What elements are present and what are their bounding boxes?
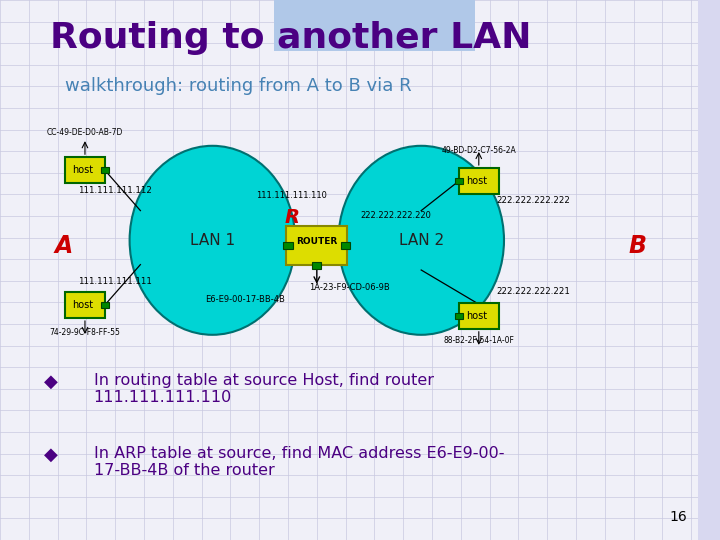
Text: 111.111.111.110: 111.111.111.110: [256, 191, 327, 200]
FancyBboxPatch shape: [455, 313, 463, 319]
Text: In routing table at source Host, find router
111.111.111.110: In routing table at source Host, find ro…: [94, 373, 433, 405]
Text: ◆: ◆: [43, 373, 58, 390]
FancyBboxPatch shape: [65, 292, 105, 318]
Text: LAN 2: LAN 2: [399, 233, 444, 248]
Text: In ARP table at source, find MAC address E6-E9-00-
17-BB-4B of the router: In ARP table at source, find MAC address…: [94, 446, 504, 478]
Text: B: B: [628, 234, 647, 258]
FancyBboxPatch shape: [101, 302, 109, 308]
FancyBboxPatch shape: [101, 167, 109, 173]
Text: 88-B2-2F-54-1A-0F: 88-B2-2F-54-1A-0F: [444, 336, 514, 345]
FancyBboxPatch shape: [65, 157, 105, 183]
Text: 111.111.111.111: 111.111.111.111: [78, 278, 152, 286]
Text: LAN 1: LAN 1: [190, 233, 235, 248]
Text: 222.222.222.221: 222.222.222.221: [497, 287, 571, 296]
Text: 49-BD-D2-C7-56-2A: 49-BD-D2-C7-56-2A: [441, 146, 516, 154]
Ellipse shape: [130, 146, 295, 335]
FancyBboxPatch shape: [459, 303, 499, 329]
FancyBboxPatch shape: [284, 242, 292, 249]
FancyBboxPatch shape: [455, 178, 463, 184]
Text: 74-29-9C-F8-FF-55: 74-29-9C-F8-FF-55: [50, 328, 120, 336]
Text: 111.111.111.112: 111.111.111.112: [78, 186, 152, 194]
Text: ROUTER: ROUTER: [296, 238, 338, 246]
Text: E6-E9-00-17-BB-4B: E6-E9-00-17-BB-4B: [205, 295, 284, 304]
Text: host: host: [466, 176, 487, 186]
FancyBboxPatch shape: [312, 261, 322, 268]
Text: 16: 16: [670, 510, 688, 524]
FancyBboxPatch shape: [459, 168, 499, 194]
Text: walkthrough: routing from A to B via R: walkthrough: routing from A to B via R: [65, 77, 411, 96]
Text: 222.222.222.222: 222.222.222.222: [497, 197, 571, 205]
Text: CC-49-DE-D0-AB-7D: CC-49-DE-D0-AB-7D: [47, 128, 123, 137]
Text: 1A-23-F9-CD-06-9B: 1A-23-F9-CD-06-9B: [309, 283, 390, 292]
Text: A: A: [54, 234, 73, 258]
FancyBboxPatch shape: [341, 242, 350, 249]
Text: host: host: [72, 165, 94, 175]
Text: ◆: ◆: [43, 446, 58, 463]
Ellipse shape: [338, 146, 504, 335]
FancyBboxPatch shape: [274, 0, 475, 51]
Text: R: R: [284, 207, 299, 227]
Text: 222.222.222.220: 222.222.222.220: [360, 212, 431, 220]
Text: Routing to another LAN: Routing to another LAN: [50, 21, 532, 55]
FancyBboxPatch shape: [287, 226, 348, 265]
FancyBboxPatch shape: [698, 0, 720, 540]
Text: host: host: [466, 311, 487, 321]
Text: host: host: [72, 300, 94, 310]
